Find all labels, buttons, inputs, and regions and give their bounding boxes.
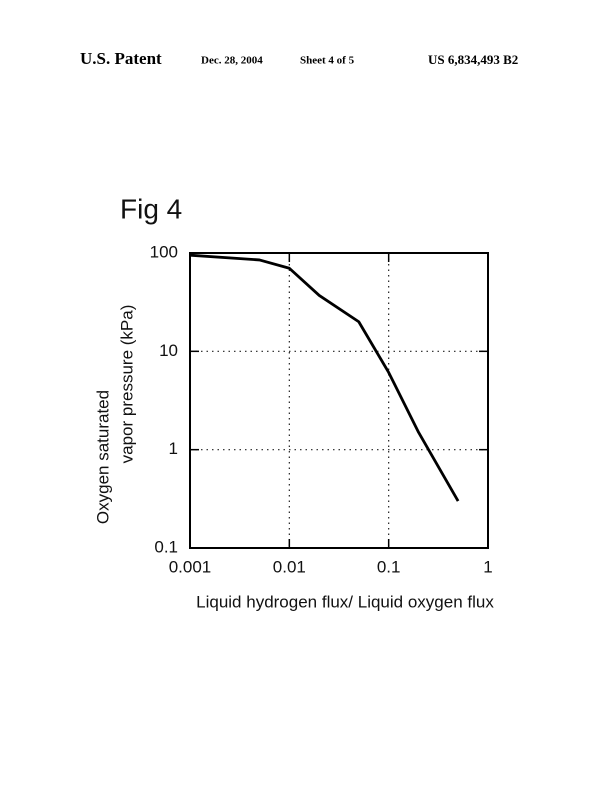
- x-tick-label: 0.001: [169, 557, 212, 576]
- header-date: Dec. 28, 2004: [201, 55, 263, 67]
- y-axis-label: Oxygen saturated: [93, 390, 112, 524]
- figure-title: Fig 4: [120, 193, 182, 224]
- x-tick-label: 0.01: [273, 557, 306, 576]
- x-axis-label: Liquid hydrogen flux/ Liquid oxygen flux: [196, 592, 494, 611]
- x-tick-label: 1: [483, 557, 492, 576]
- plot-frame: [189, 252, 489, 549]
- header-left: U.S. Patent: [80, 49, 162, 68]
- header-sheet: Sheet 4 of 5: [300, 55, 355, 67]
- x-tick-label: 0.1: [377, 557, 401, 576]
- data-line: [189, 253, 460, 502]
- y-tick-label: 0.1: [154, 537, 178, 556]
- y-tick-label: 100: [150, 242, 178, 261]
- header-number: US 6,834,493 B2: [428, 52, 518, 67]
- y-tick-label: 10: [159, 341, 178, 360]
- y-tick-label: 1: [169, 439, 178, 458]
- y-axis-label: vapor pressure (kPa): [117, 305, 136, 464]
